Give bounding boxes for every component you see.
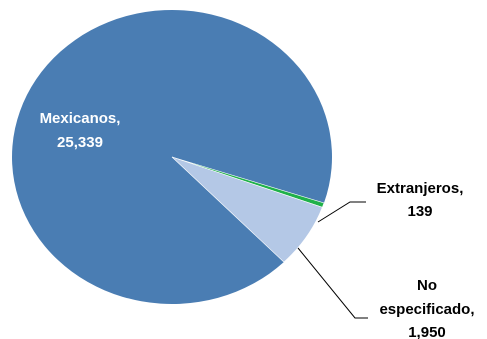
label-extranjeros: Extranjeros, [377,180,464,197]
label-no-especificado-value: 1,950 [408,324,446,339]
label-mexicanos-name: Mexicanos [40,110,117,127]
pie-slices [12,9,333,304]
leader-line-extranjeros [317,201,366,223]
label-extranjeros-name: Extranjeros [377,180,460,197]
label-mexicanos-value: 25,339 [57,134,103,151]
label-no-especificado-line2: especificado, [379,301,474,318]
leader-lines [297,201,368,319]
leader-line-no-especificado [297,247,368,319]
label-no-especificado-line1: No [417,277,437,294]
slice-no-especificado [171,156,323,263]
label-extranjeros-value: 139 [407,203,432,220]
label-mexicanos: Mexicanos, [40,110,121,127]
